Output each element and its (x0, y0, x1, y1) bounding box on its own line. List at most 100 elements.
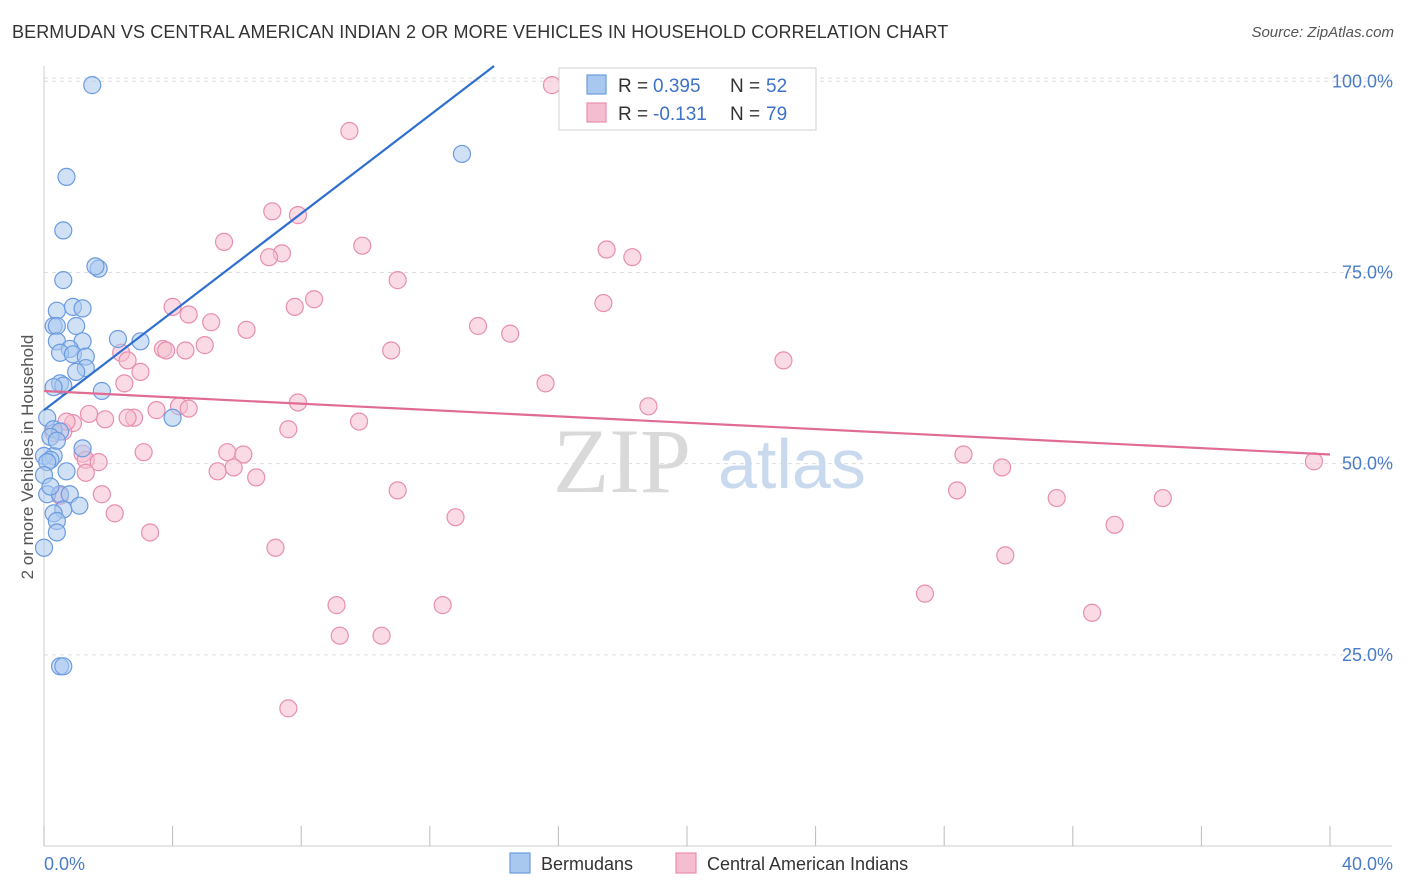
central-american-indian-point (947, 481, 967, 500)
central-american-indian-trend-line (43, 389, 1331, 456)
y-tick-label: 75.0% (1342, 262, 1393, 282)
central-american-indian-point (327, 596, 346, 615)
central-american-indian-point (774, 351, 793, 370)
trend-lines (43, 65, 1331, 456)
bermudan-point (47, 523, 66, 542)
legend-box: R = 0.395 N = 52 R = -0.131 N = 79 (558, 67, 817, 131)
watermark-zip: ZIP (553, 410, 691, 512)
central-american-indian-point (340, 121, 359, 141)
x-tick-label: 40.0% (1342, 854, 1393, 874)
central-american-indian-point (266, 538, 285, 557)
central-american-indian-point (996, 546, 1015, 565)
bermudan-point (92, 381, 111, 401)
central-american-indian-point (433, 596, 452, 615)
y-tick-label: 100.0% (1332, 71, 1393, 91)
bermudan-point (44, 378, 63, 397)
bermudan-point (54, 657, 73, 676)
central-american-indian-point (195, 336, 214, 355)
central-american-indian-point (285, 297, 304, 316)
source-label: Source: ZipAtlas.com (1251, 24, 1394, 41)
bermudan-point (73, 299, 92, 318)
central-american-indian-point (134, 443, 153, 462)
bermudan-point (41, 477, 60, 496)
bermudan-point (57, 167, 76, 186)
central-american-indian-point (176, 341, 195, 360)
bermudan-point (47, 316, 66, 336)
central-american-indian-point (372, 626, 391, 645)
central-american-indian-point (304, 290, 324, 309)
central-american-indian-point (1082, 603, 1102, 622)
central-american-indian-point (279, 699, 298, 718)
central-american-indian-point (954, 445, 973, 464)
central-american-indian-point (247, 468, 266, 487)
legend-n-value-1: 52 (766, 76, 787, 97)
central-american-indian-point (279, 420, 298, 439)
central-american-indian-point (542, 76, 562, 95)
grid-lines (44, 77, 1392, 656)
central-american-indian-point (179, 399, 198, 418)
bermudan-trend-line (43, 65, 495, 411)
bermudan-point (108, 329, 128, 349)
tick-labels: 25.0% 50.0% 75.0% 100.0% 0.0% 40.0% (44, 71, 1393, 874)
central-american-indian-point (237, 320, 256, 339)
central-american-indian-point (259, 248, 279, 267)
legend-swatch-pink (586, 102, 607, 123)
y-tick-label: 50.0% (1342, 454, 1393, 474)
bermudan-point (57, 462, 76, 481)
watermark: ZIP atlas (553, 410, 866, 512)
y-axis-label: 2 or more Vehicles in Household (18, 335, 37, 580)
central-american-indian-point (501, 324, 520, 343)
bermudan-point (34, 538, 54, 557)
central-american-indian-point (623, 248, 642, 267)
central-american-indian-point (214, 232, 234, 251)
central-american-indian-point (1105, 515, 1124, 534)
central-american-indian-point (388, 271, 407, 290)
central-american-indian-point (639, 397, 658, 416)
bermudan-point (83, 76, 102, 95)
central-american-indian-point (915, 584, 935, 603)
central-american-indian-point (115, 374, 134, 393)
series-central-american-indians (44, 76, 1324, 718)
central-american-indian-point (202, 313, 221, 332)
central-american-indian-point (179, 305, 198, 324)
central-american-indian-point (330, 626, 349, 645)
central-american-indian-point (446, 508, 465, 527)
central-american-indian-point (1304, 452, 1324, 471)
central-american-indian-point (224, 458, 243, 477)
bermudan-point (54, 271, 73, 290)
central-american-indian-point (594, 293, 613, 313)
bermudan-point (47, 301, 66, 320)
central-american-indian-point (76, 463, 95, 482)
central-american-indian-point (208, 462, 227, 481)
bermudan-point (67, 316, 86, 336)
watermark-atlas: atlas (718, 425, 866, 503)
central-american-indian-point (349, 412, 369, 431)
bottom-legend-swatch-bermudans (509, 852, 531, 874)
central-american-indian-point (89, 453, 108, 472)
central-american-indian-point (163, 297, 182, 316)
bermudan-point (131, 332, 150, 351)
legend-r-value-1: 0.395 (653, 76, 701, 97)
legend-r-label-1: R = (618, 76, 653, 97)
central-american-indian-point (157, 341, 176, 360)
legend-n-label-2: N = (730, 104, 765, 125)
legend-n-value-2: 79 (766, 104, 787, 125)
central-american-indian-point (536, 374, 555, 393)
central-american-indian-point (597, 240, 616, 259)
bottom-legend-swatch-central-american-indians (675, 852, 697, 874)
legend-r-label-2: R = (618, 104, 653, 125)
bottom-legend-bermudans: Bermudans (541, 854, 633, 874)
central-american-indian-point (1047, 488, 1066, 508)
central-american-indian-point (118, 351, 137, 370)
bermudan-point (452, 144, 472, 164)
legend-swatch-blue (586, 74, 607, 95)
bermudan-point (73, 439, 92, 458)
central-american-indian-point (79, 404, 99, 424)
central-american-indian-point (92, 485, 111, 504)
central-american-indian-point (147, 401, 166, 420)
central-american-indian-point (105, 504, 124, 523)
central-american-indian-point (218, 443, 237, 462)
y-tick-label: 25.0% (1342, 645, 1393, 665)
bermudan-point (47, 431, 66, 450)
central-american-indian-point (95, 410, 115, 429)
